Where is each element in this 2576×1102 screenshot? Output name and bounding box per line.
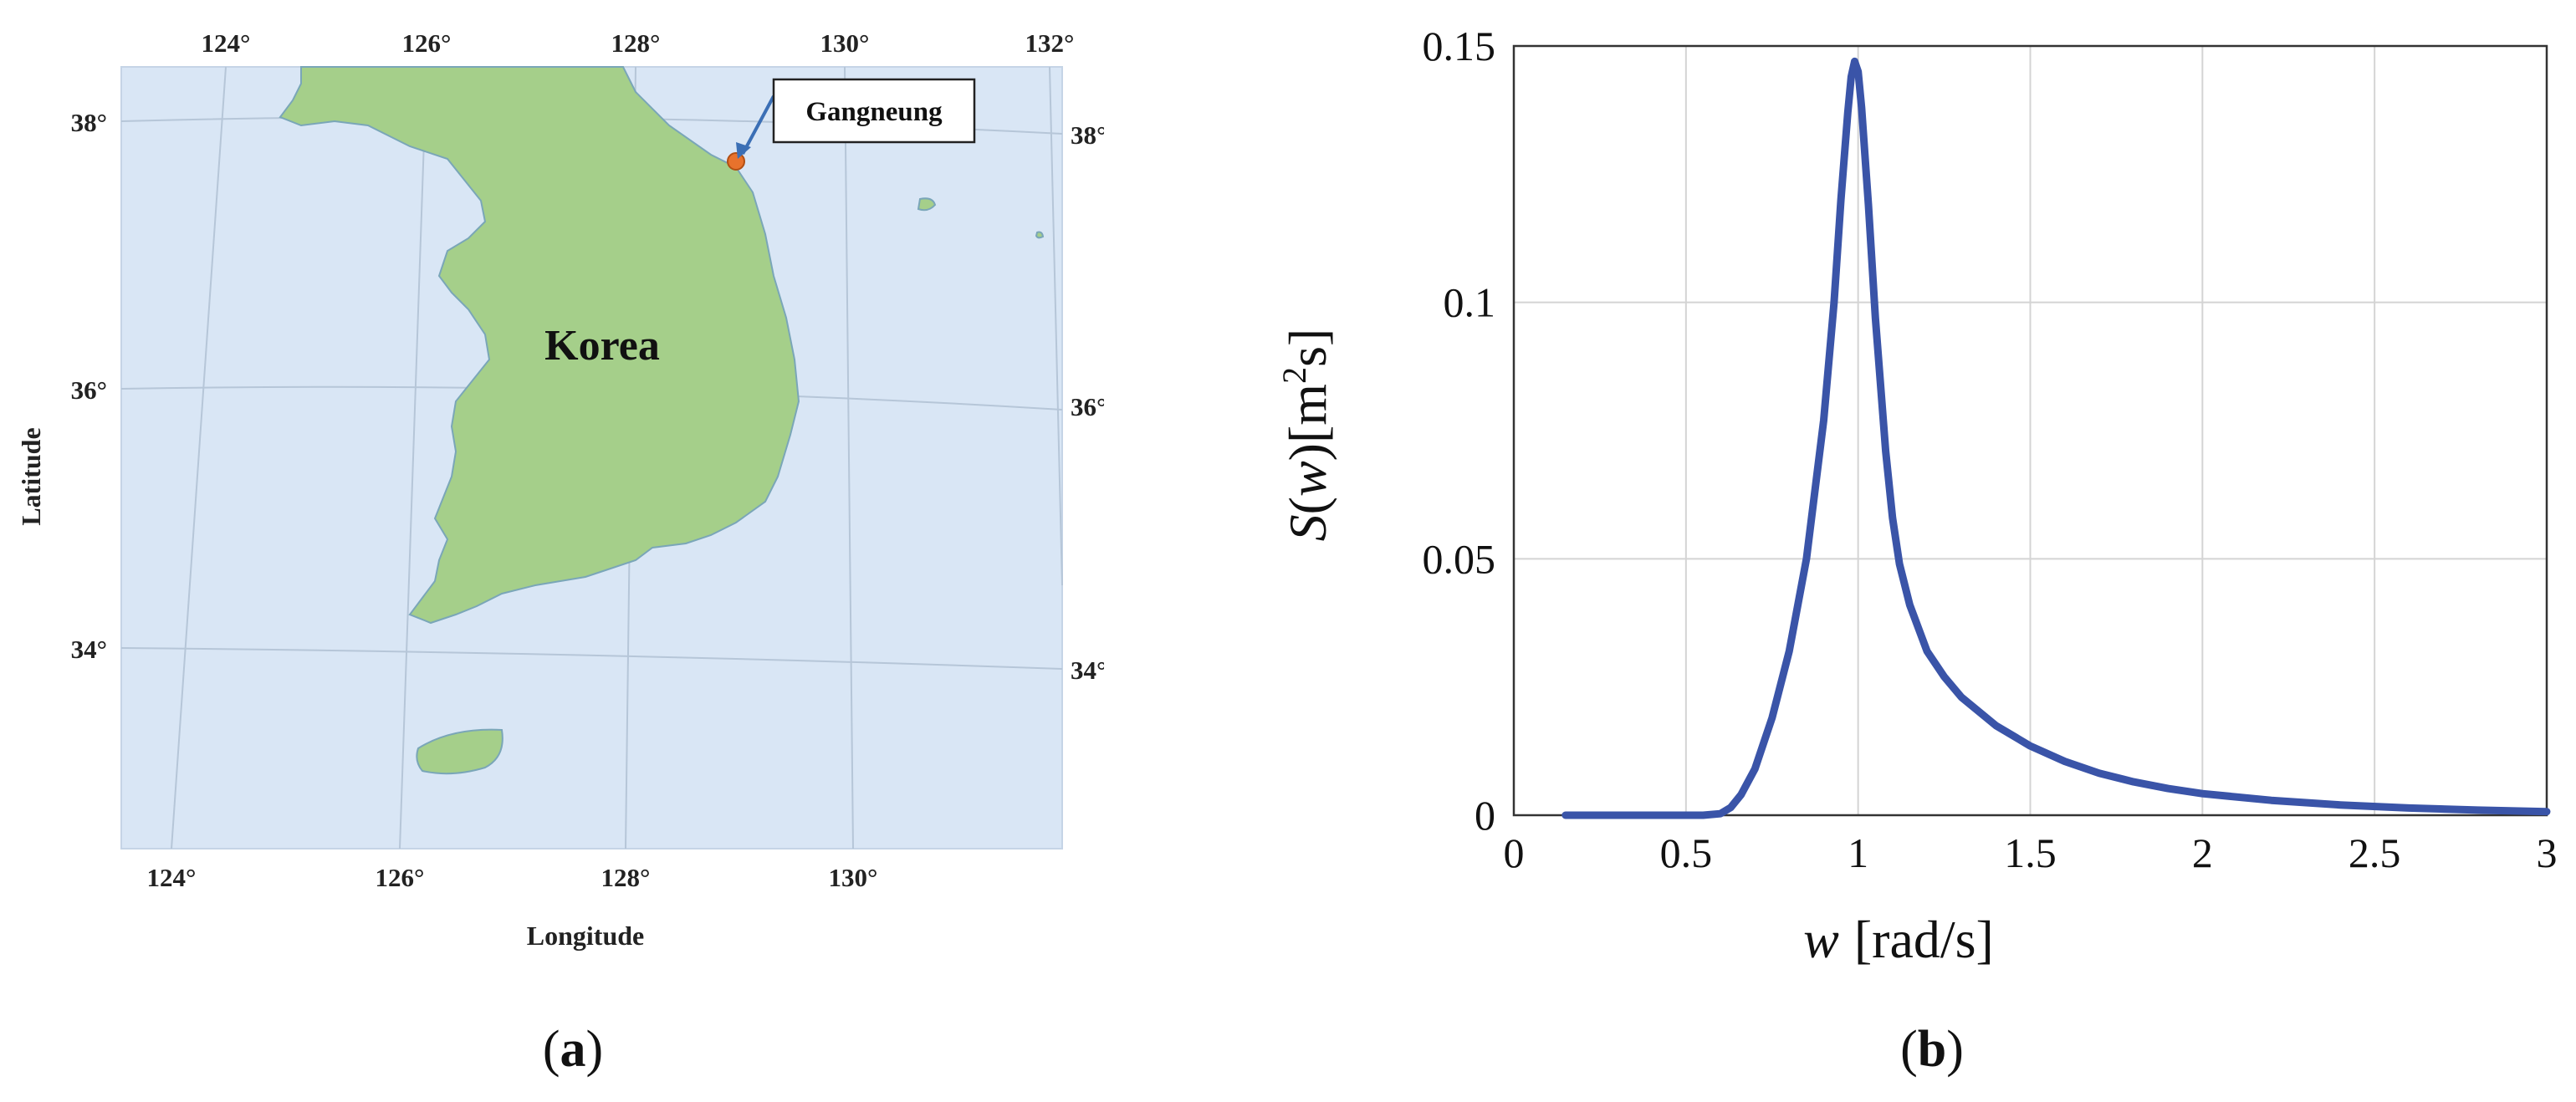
land [279,66,1045,775]
x-tick-label: 1 [1848,829,1868,876]
gangneung-label: Gangneung [805,97,943,127]
x-tick-label: 1.5 [2004,829,2057,876]
left-tick-label: 34° [71,635,107,664]
chart-ticks: 0 0.5 1 1.5 2 2.5 3 0 0.05 0.1 0.15 [1423,23,2558,876]
longitude-axis-label: Longitude [527,921,644,951]
y-tick-label: 0.05 [1423,535,1496,582]
y-tick-label: 0.1 [1444,279,1496,326]
top-tick-label: 126° [402,28,452,58]
chart-grid [1513,45,2548,816]
map-figure: Gangneung Korea 124° 126° 128° 130° 132°… [16,28,1107,1078]
right-tick-label: 34° [1071,656,1104,685]
x-tick-label: 3 [2537,829,2558,876]
x-tick-label: 2 [2192,829,2213,876]
x-axis-label: w [rad/s] [1803,910,1994,969]
dokdo-island [1035,231,1045,239]
top-tick-label: 128° [611,28,661,58]
x-tick-label: 0 [1504,829,1525,876]
gangneung-marker [727,152,745,171]
bottom-tick-label: 128° [601,863,651,892]
bottom-tick-label: 124° [147,863,197,892]
callout-arrowhead [736,142,751,159]
right-tick-label: 36° [1071,392,1104,421]
panel-label-b: (b) [1900,1021,1964,1078]
left-latitude-ticks: 38° 36° 34° [71,108,107,664]
bottom-tick-label: 126° [376,863,425,892]
callout-arrow [741,95,775,155]
top-tick-label: 124° [202,28,251,58]
right-latitude-ticks: 38° 36° 34° [1071,120,1107,685]
spectrum-series-line [1561,57,2551,819]
map-panel: Gangneung Korea 124° 126° 128° 130° 132°… [0,0,1107,1098]
right-tick-label: 38° [1071,120,1104,150]
plot-frame [1512,44,2548,817]
korean-peninsula [279,66,800,625]
left-tick-label: 38° [71,108,107,137]
bottom-longitude-ticks: 124° 126° 128° 130° [147,863,878,892]
y-tick-label: 0.15 [1423,23,1496,69]
y-axis-label: S(w)[m2s] [1275,329,1337,542]
ulleung-island [917,197,937,212]
chart-panel: 0 0.5 1 1.5 2 2.5 3 0 0.05 0.1 0.15 S(w)[m2s] w [ra… [1255,0,2576,1098]
y-tick-label: 0 [1475,792,1495,839]
panel-label-a: (a) [543,1021,603,1078]
bottom-tick-label: 130° [829,863,878,892]
x-tick-label: 0.5 [1660,829,1713,876]
top-longitude-ticks: 124° 126° 128° 130° 132° [202,28,1075,58]
korea-label: Korea [544,322,660,370]
top-tick-label: 132° [1025,28,1075,58]
jeju-island [416,728,503,775]
left-tick-label: 36° [71,375,107,405]
latitude-axis-label: Latitude [16,427,46,525]
callout-box [772,78,976,144]
spectrum-chart: 0 0.5 1 1.5 2 2.5 3 0 0.05 0.1 0.15 S(w)[m2s] w [ra… [1275,23,2558,1078]
x-tick-label: 2.5 [2349,829,2401,876]
top-tick-label: 130° [820,28,870,58]
